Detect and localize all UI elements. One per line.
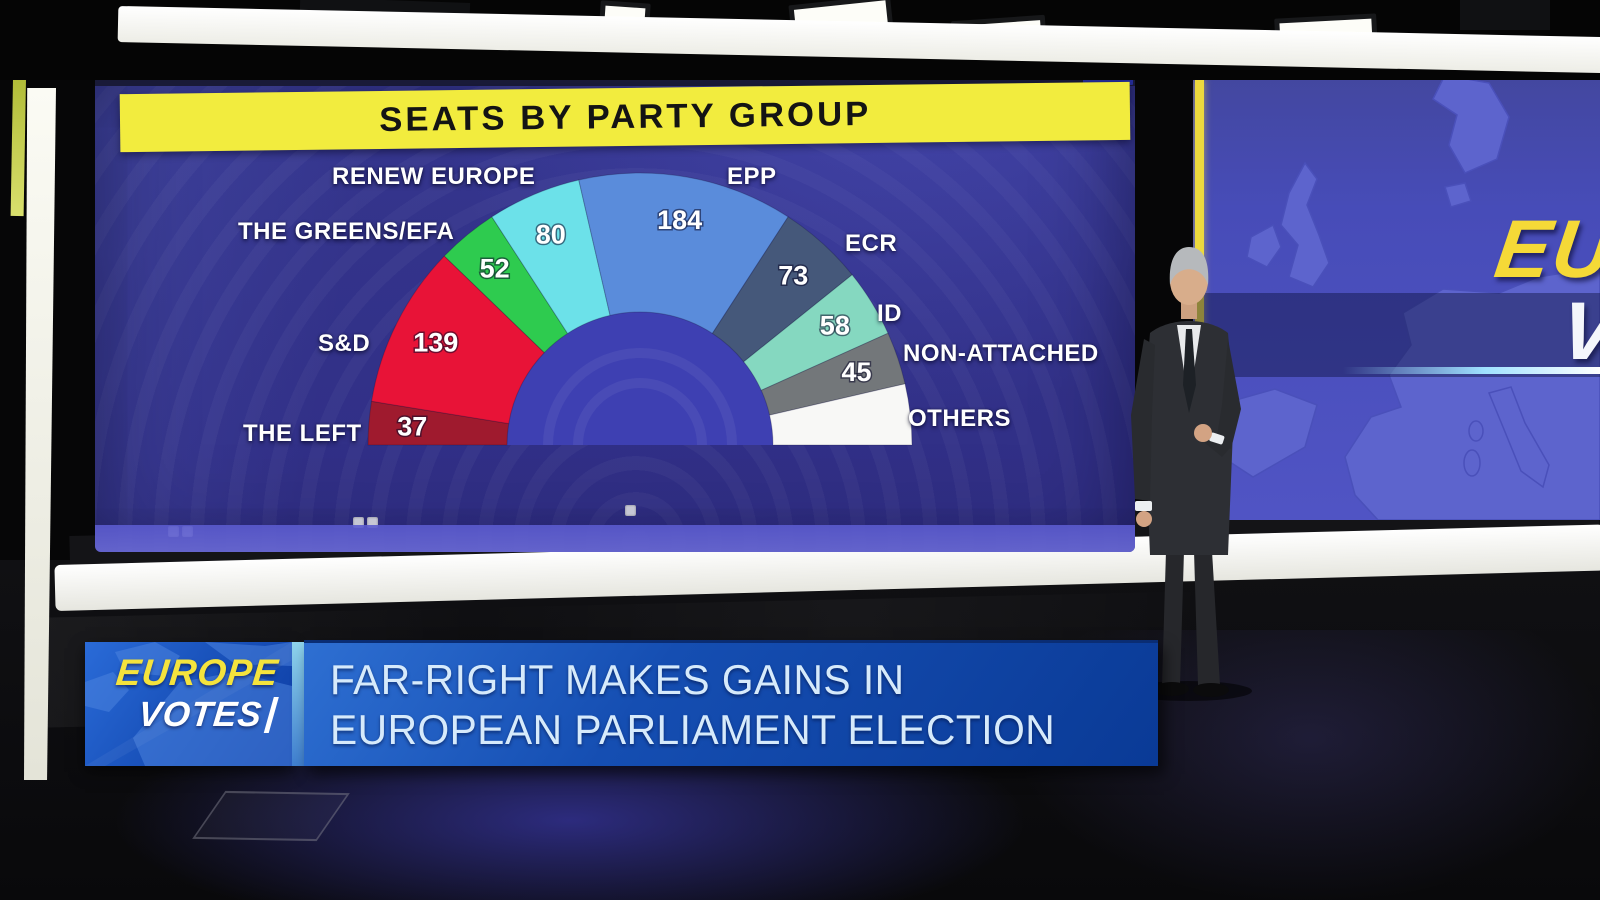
- wedge-epp: [578, 172, 789, 335]
- ceiling-truss: [1460, 0, 1550, 30]
- chart-label-non-attached: NON-ATTACHED: [903, 340, 1099, 367]
- chart-label-ecr: ECR: [845, 230, 898, 257]
- chart-label-epp: EPP: [727, 163, 777, 190]
- presenter-silhouette: [1124, 247, 1252, 701]
- wedge-id: [743, 274, 889, 392]
- wedge-renew-europe: [491, 179, 611, 335]
- chart-label-others: OTHERS: [908, 405, 1012, 432]
- value-label-the-left: 37: [397, 412, 427, 442]
- europe-votes-partial-europe: EU: [1489, 204, 1600, 295]
- studio-ceiling: [0, 0, 1600, 80]
- headline-banner: FAR-RIGHT MAKES GAINS IN EUROPEAN PARLIA…: [304, 640, 1158, 766]
- wedge-non-attached: [760, 332, 906, 416]
- badge-bevel-edge: [292, 642, 304, 766]
- badge-line-votes: VOTES: [109, 694, 279, 736]
- value-label-non-attached: 45: [842, 357, 872, 387]
- badge-line-europe: EUROPE: [113, 652, 281, 693]
- chart-label-s-d: S&D: [318, 330, 371, 357]
- chart-label-the-greens-efa: THE GREENS/EFA: [238, 218, 455, 245]
- panel-shade-band: [1193, 293, 1600, 377]
- value-label-s-d: 139: [413, 328, 458, 358]
- wedge-s-d: [370, 255, 546, 425]
- main-video-wall: SEATS BY PARTY GROUP 37 139 52 80 184 73 58 45 …: [95, 60, 1135, 552]
- chamber-seat-arc: [543, 348, 737, 446]
- screen-bottom-lavender-band: [95, 525, 1135, 552]
- value-label-ecr: 73: [778, 261, 808, 291]
- headline-line-1: FAR-RIGHT MAKES GAINS IN: [330, 655, 905, 703]
- wall-marker-icon: [353, 517, 364, 528]
- europe-map-panel: EU V: [1193, 75, 1600, 520]
- chart-label-the-left: THE LEFT: [243, 420, 362, 447]
- chart-label-renew-europe: RENEW EUROPE: [332, 163, 536, 190]
- chamber-dome-background: [507, 312, 773, 445]
- hemicycle-seat-chart: 37 139 52 80 184 73 58 45: [367, 172, 913, 446]
- value-label-epp: 184: [657, 205, 702, 235]
- panel-cyan-accent-line: [1343, 367, 1600, 374]
- wedge-others: [768, 383, 913, 446]
- value-label-renew-europe: 80: [536, 220, 566, 250]
- wall-marker-icon: [367, 517, 378, 528]
- chart-label-id: ID: [877, 300, 902, 327]
- wall-marker-icon: [625, 505, 636, 516]
- wedge-the-greens-efa: [443, 216, 569, 354]
- chamber-seat-arc: [573, 378, 707, 446]
- headline-line-2: EUROPEAN PARLIAMENT ELECTION: [330, 705, 1056, 753]
- value-label-id: 58: [820, 311, 850, 341]
- badge-map-decoration: [85, 642, 292, 766]
- value-label-the-greens-efa: 52: [480, 254, 510, 284]
- europe-votes-badge: EUROPE VOTES: [85, 642, 292, 766]
